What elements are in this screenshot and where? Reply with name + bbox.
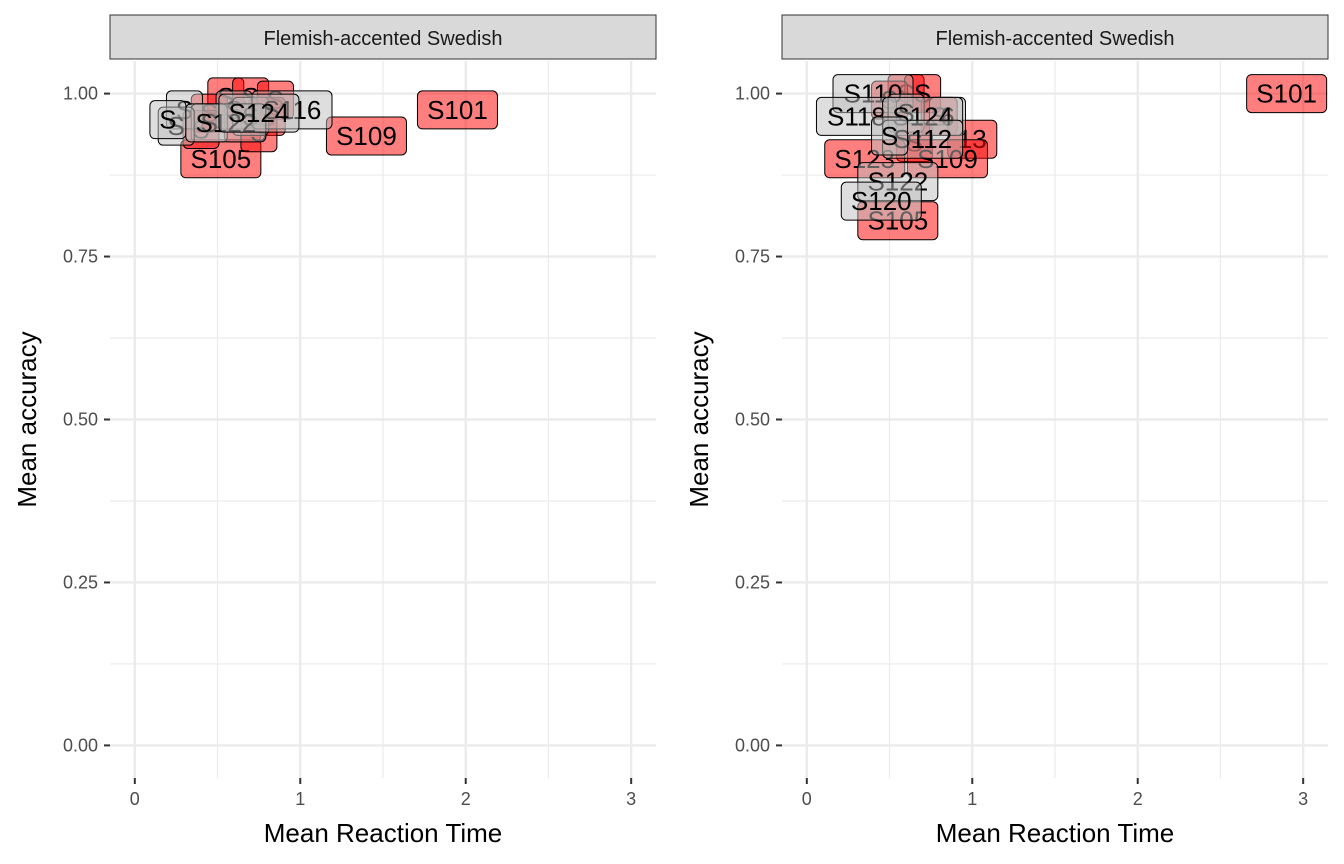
facet-strip — [781, 14, 1329, 60]
x-tick-label: 2 — [461, 789, 471, 809]
y-tick-label: 0.50 — [63, 410, 98, 430]
y-tick-label: 0.25 — [63, 572, 98, 592]
x-tick-label: 0 — [130, 789, 140, 809]
axes: 0 1 2 3 0.00 0.25 0.50 0.75 1.00 — [63, 84, 636, 809]
x-tick-label: 0 — [802, 789, 812, 809]
y-tick-label: 1.00 — [63, 84, 98, 104]
grid-lines — [782, 61, 1328, 778]
labels-layer: S101SSSS13SS109S123S105S110S1186SS124S11… — [815, 74, 1328, 241]
x-axis-title: Mean Reaction Time — [936, 818, 1174, 848]
y-tick-label: 0.00 — [735, 735, 770, 755]
facet-title: Flemish-accented Swedish — [936, 28, 1175, 50]
point-label-box — [1246, 74, 1328, 114]
point-label-text: S109 — [336, 121, 397, 151]
point-label-box — [871, 116, 909, 156]
panel-left: Flemish-accented Swedish 0 1 2 3 0.00 0.25 0.5… — [12, 14, 657, 848]
point-label: S — [871, 116, 909, 156]
x-tick-label: 1 — [295, 789, 305, 809]
point-label-text: S101 — [427, 95, 488, 125]
x-tick-label: 1 — [967, 789, 977, 809]
point-label-box — [325, 116, 407, 156]
y-tick-label: 1.00 — [735, 84, 770, 104]
point-label: S124 — [218, 93, 300, 133]
point-label-text: S124 — [229, 98, 290, 128]
point-label: S101 — [1246, 74, 1328, 114]
y-axis-title: Mean accuracy — [684, 331, 714, 507]
point-label-box — [416, 90, 498, 130]
x-tick-label: 3 — [1298, 789, 1308, 809]
axes: 0 1 2 3 0.00 0.25 0.50 0.75 1.00 — [735, 84, 1308, 809]
y-axis-title: Mean accuracy — [12, 331, 42, 507]
x-tick-label: 3 — [626, 789, 636, 809]
y-tick-label: 0.25 — [735, 572, 770, 592]
labels-layer: S101S109S105SSSSSSSSSSSSSS116SS122S124 — [149, 77, 498, 179]
point-label: S109 — [325, 116, 407, 156]
point-label-text: S — [159, 105, 176, 135]
point-label-box — [218, 93, 300, 133]
grid-lines — [110, 61, 656, 778]
point-label: S101 — [416, 90, 498, 130]
facet-strip — [109, 14, 657, 60]
x-axis-title: Mean Reaction Time — [264, 818, 502, 848]
y-tick-label: 0.75 — [735, 247, 770, 267]
point-label-text: S — [881, 121, 898, 151]
point-label: S120 — [840, 181, 922, 221]
y-tick-label: 0.75 — [63, 247, 98, 267]
point-label-box — [840, 181, 922, 221]
x-tick-label: 2 — [1133, 789, 1143, 809]
point-label-text: S101 — [1256, 79, 1317, 109]
y-tick-label: 0.00 — [63, 735, 98, 755]
panel-right: Flemish-accented Swedish 0 1 2 3 0.00 0.25 0.5… — [684, 14, 1329, 848]
point-label-text: S120 — [851, 186, 912, 216]
point-label: S — [149, 100, 187, 140]
y-tick-label: 0.50 — [735, 410, 770, 430]
facet-title: Flemish-accented Swedish — [264, 28, 503, 50]
